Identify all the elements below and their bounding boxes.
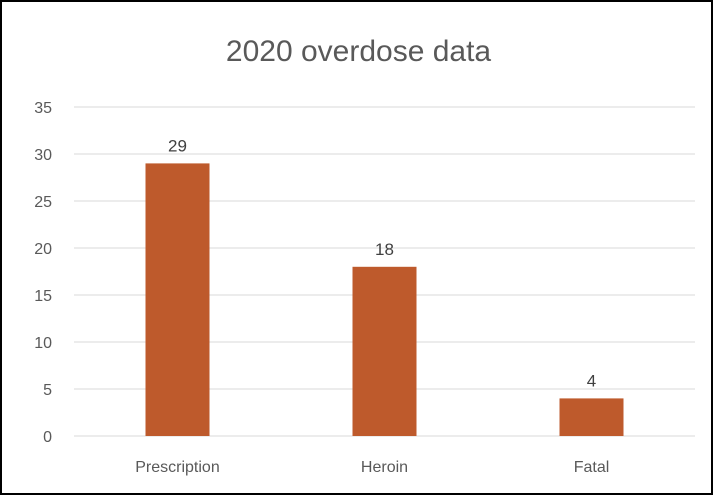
y-tick-label: 20 (34, 241, 52, 258)
bar (559, 398, 624, 436)
bar (145, 163, 210, 436)
x-tick-label: Heroin (361, 459, 408, 476)
x-tick-label: Fatal (574, 459, 610, 476)
data-label: 18 (375, 240, 394, 259)
y-tick-label: 10 (34, 335, 52, 352)
data-label: 4 (587, 371, 596, 390)
y-tick-label: 25 (34, 194, 52, 211)
x-axis-ticks: Prescription Heroin Fatal (135, 459, 609, 476)
y-axis-ticks: 0 5 10 15 20 25 30 35 (34, 100, 52, 446)
data-labels: 29 18 4 (168, 136, 596, 390)
chart-title: 2020 overdose data (225, 35, 492, 68)
y-tick-label: 15 (34, 288, 52, 305)
y-tick-label: 30 (34, 147, 52, 164)
x-tick-label: Prescription (135, 459, 219, 476)
y-tick-label: 5 (43, 382, 52, 399)
bars (145, 163, 624, 436)
y-tick-label: 35 (34, 100, 52, 117)
data-label: 29 (168, 136, 187, 155)
y-tick-label: 0 (43, 429, 52, 446)
bar (352, 266, 417, 436)
